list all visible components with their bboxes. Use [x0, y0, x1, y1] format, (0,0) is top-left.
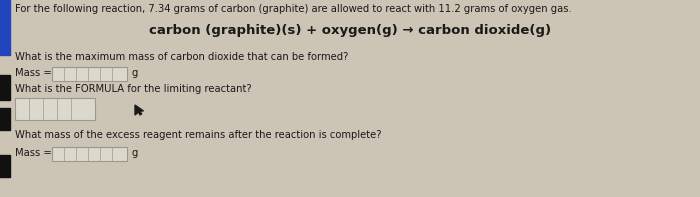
Bar	[0, 0, 10, 55]
FancyBboxPatch shape	[15, 98, 95, 120]
FancyBboxPatch shape	[52, 67, 127, 81]
Text: Mass =: Mass =	[15, 68, 52, 78]
Text: g: g	[132, 148, 139, 158]
Text: What is the FORMULA for the limiting reactant?: What is the FORMULA for the limiting rea…	[15, 84, 251, 94]
Text: For the following reaction, 7.34 grams of carbon (graphite) are allowed to react: For the following reaction, 7.34 grams o…	[15, 4, 572, 14]
Bar	[0, 155, 10, 177]
Text: g: g	[132, 68, 139, 78]
FancyBboxPatch shape	[52, 147, 127, 161]
Text: What mass of the excess reagent remains after the reaction is complete?: What mass of the excess reagent remains …	[15, 130, 382, 140]
Bar	[0, 108, 10, 130]
Polygon shape	[135, 105, 143, 115]
Text: What is the maximum mass of carbon dioxide that can be formed?: What is the maximum mass of carbon dioxi…	[15, 52, 349, 62]
Text: Mass =: Mass =	[15, 148, 52, 158]
Text: carbon (graphite)(s) + oxygen(g) → carbon dioxide(g): carbon (graphite)(s) + oxygen(g) → carbo…	[149, 24, 551, 37]
Bar	[0, 75, 10, 100]
